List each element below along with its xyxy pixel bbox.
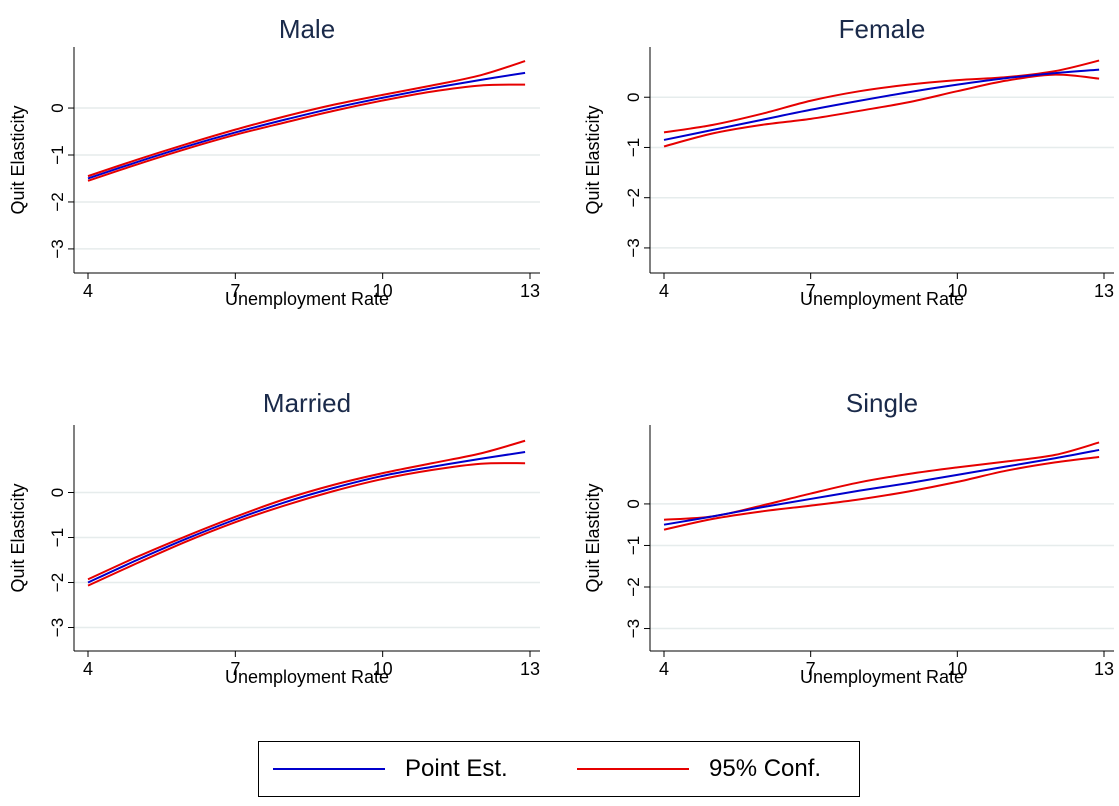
chart-panel-single: −3 −2 −1 0 4 7 10 13 Single Unemployment Rate Quit…: [583, 388, 1114, 687]
y-tick-label: −2: [48, 573, 67, 592]
x-tick-label: 4: [659, 281, 669, 301]
series-confidence-bound: [87, 439, 526, 581]
y-tick-label: 0: [48, 488, 67, 497]
chart-title: Married: [263, 388, 351, 418]
y-tick-label: −3: [624, 619, 643, 638]
x-tick-label: 13: [1094, 281, 1114, 301]
y-axis-label: Quit Elasticity: [583, 105, 603, 214]
y-tick-label: −2: [48, 192, 67, 211]
x-tick-label: 10: [947, 659, 967, 679]
series-confidence-bound: [87, 83, 526, 182]
x-tick-label: 13: [520, 659, 540, 679]
x-tick-label: 10: [373, 281, 393, 301]
x-axis-label: Unemployment Rate: [800, 289, 964, 309]
series-confidence-bound: [87, 462, 526, 587]
y-tick-label: −2: [624, 188, 643, 207]
x-tick-label: 4: [659, 659, 669, 679]
x-tick-label: 10: [947, 281, 967, 301]
legend-swatch-point: [273, 768, 385, 770]
x-tick-label: 4: [83, 659, 93, 679]
chart-title: Female: [839, 14, 926, 44]
x-tick-label: 13: [1094, 659, 1114, 679]
x-tick-label: 7: [806, 659, 816, 679]
y-axis-label: Quit Elasticity: [8, 105, 28, 214]
y-tick-label: 0: [624, 499, 643, 508]
chart-panel-male: −3 −2 −1 0 4 7 10 13 Male Unemployment Rate Quit E…: [8, 14, 540, 309]
series-confidence-bound: [663, 73, 1100, 148]
series-point-estimate: [87, 71, 526, 180]
x-tick-label: 13: [520, 281, 540, 301]
charts-canvas: −3 −2 −1 0 4 7 10 13 Male Unemployment Rate Quit E…: [8, 14, 1114, 687]
x-tick-label: 4: [83, 281, 93, 301]
legend-label-conf: 95% Conf.: [709, 755, 822, 782]
y-tick-label: −1: [624, 536, 643, 555]
y-tick-label: −3: [48, 618, 67, 637]
y-tick-label: −3: [48, 239, 67, 258]
chart-panel-married: −3 −2 −1 0 4 7 10 13 Married Unemployment Rate Qui…: [8, 388, 540, 687]
x-axis-label: Unemployment Rate: [225, 289, 389, 309]
x-tick-label: 10: [373, 659, 393, 679]
chart-panel-female: −3 −2 −1 0 4 7 10 13 Female Unemployment Rate Quit…: [583, 14, 1114, 309]
x-axis-label: Unemployment Rate: [225, 667, 389, 687]
y-tick-label: −1: [48, 145, 67, 164]
y-axis-label: Quit Elasticity: [8, 483, 28, 592]
x-axis-label: Unemployment Rate: [800, 667, 964, 687]
y-tick-label: 0: [48, 103, 67, 112]
legend-item-point: Point Est.: [273, 742, 508, 796]
chart-title: Male: [279, 14, 335, 44]
y-tick-label: −1: [624, 138, 643, 157]
legend-label-point: Point Est.: [405, 755, 508, 782]
series-confidence-bound: [663, 441, 1100, 521]
y-axis-label: Quit Elasticity: [583, 483, 603, 592]
y-tick-label: 0: [624, 92, 643, 101]
y-tick-label: −3: [624, 238, 643, 257]
x-tick-label: 7: [806, 281, 816, 301]
chart-title: Single: [846, 388, 918, 418]
y-tick-label: −2: [624, 577, 643, 596]
series-point-estimate: [663, 68, 1100, 141]
series-point-estimate: [87, 451, 526, 584]
legend-swatch-conf: [577, 768, 689, 770]
series-confidence-bound: [87, 60, 526, 178]
legend-item-conf: 95% Conf.: [577, 742, 821, 796]
legend: Point Est. 95% Conf.: [258, 741, 860, 797]
x-tick-label: 7: [230, 659, 240, 679]
series-confidence-bound: [663, 455, 1100, 531]
series-point-estimate: [663, 448, 1100, 526]
y-tick-label: −1: [48, 528, 67, 547]
x-tick-label: 7: [230, 281, 240, 301]
